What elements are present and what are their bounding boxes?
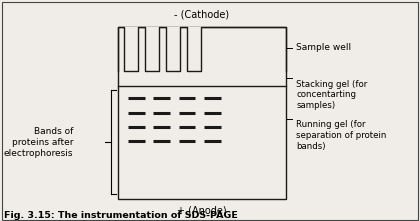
Text: Stacking gel (for
concentarting
samples): Stacking gel (for concentarting samples) bbox=[296, 80, 368, 110]
Bar bbox=[118, 27, 286, 199]
Bar bbox=[187, 27, 201, 71]
Text: Fig. 3.15: The instrumentation of SDS-PAGE: Fig. 3.15: The instrumentation of SDS-PA… bbox=[4, 211, 238, 220]
Text: Bands of
proteins after
electrophoresis: Bands of proteins after electrophoresis bbox=[4, 127, 74, 158]
Bar bbox=[145, 27, 159, 71]
Bar bbox=[166, 27, 180, 71]
Text: + (Anode): + (Anode) bbox=[177, 206, 226, 215]
Text: Sample well: Sample well bbox=[296, 43, 351, 52]
Bar bbox=[124, 27, 138, 71]
Text: - (Cathode): - (Cathode) bbox=[174, 10, 229, 20]
Text: Running gel (for
separation of protein
bands): Running gel (for separation of protein b… bbox=[296, 120, 386, 151]
